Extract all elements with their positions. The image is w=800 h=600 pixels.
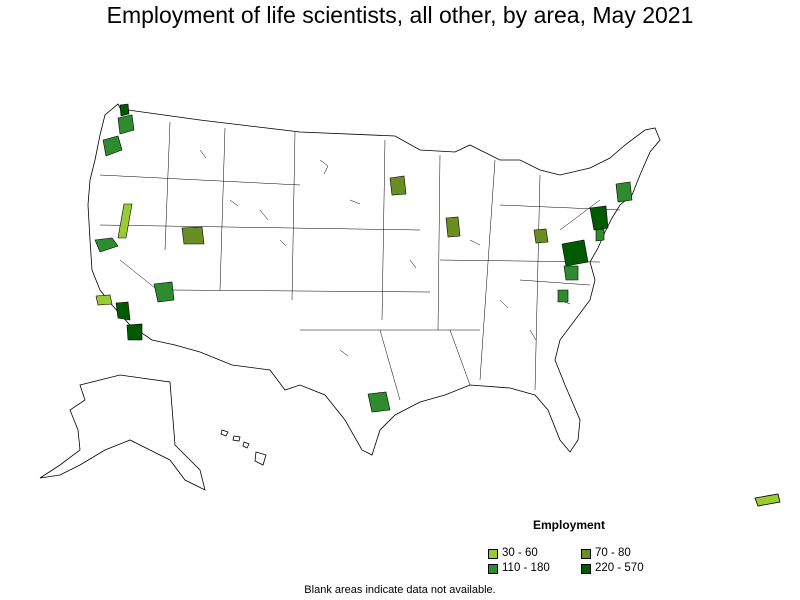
area-sf-bay [94,237,119,253]
area-virginia-small [557,289,569,303]
legend-item-220-570: 220 - 570 [581,562,644,575]
legend-title: Employment [533,518,606,532]
area-portland [102,135,123,157]
area-salt-lake [181,226,205,245]
area-san-diego [126,323,143,341]
legend-swatch [488,563,498,574]
legend-label: 220 - 570 [595,562,644,574]
footnote: Blank areas indicate data not available. [304,584,496,596]
area-ohio [533,228,549,244]
legend-item-30-60: 30 - 60 [488,547,538,560]
area-northern-nevada [117,203,133,239]
alaska-outline [39,374,206,491]
area-new-jersey [595,228,605,242]
legend-label: 110 - 180 [502,562,550,574]
area-minneapolis [389,175,407,196]
legend-item-110-180: 110 - 180 [488,562,550,575]
legend-swatch [581,548,591,559]
area-new-york [589,205,609,231]
area-riverside [115,301,131,321]
legend-item-70-80: 70 - 80 [581,547,631,560]
area-boston [615,181,633,203]
area-northern-washington [119,103,130,117]
hawaii-islands [220,429,267,466]
legend-swatch [488,548,498,559]
highlighted-areas [94,103,633,413]
area-phoenix [153,281,175,303]
area-los-angeles [95,294,113,306]
legend-label: 70 - 80 [595,547,631,559]
area-seattle [117,114,135,135]
area-illinois [445,216,461,238]
area-richmond [563,265,579,281]
legend-swatch [581,563,591,574]
area-houston [367,391,391,413]
puerto-rico-outline [754,493,781,507]
map-title: Employment of life scientists, all other… [106,2,694,28]
contiguous-us-outline [87,103,661,456]
legend-label: 30 - 60 [502,547,538,559]
area-boundaries [99,121,621,401]
area-dc-baltimore [561,239,589,267]
